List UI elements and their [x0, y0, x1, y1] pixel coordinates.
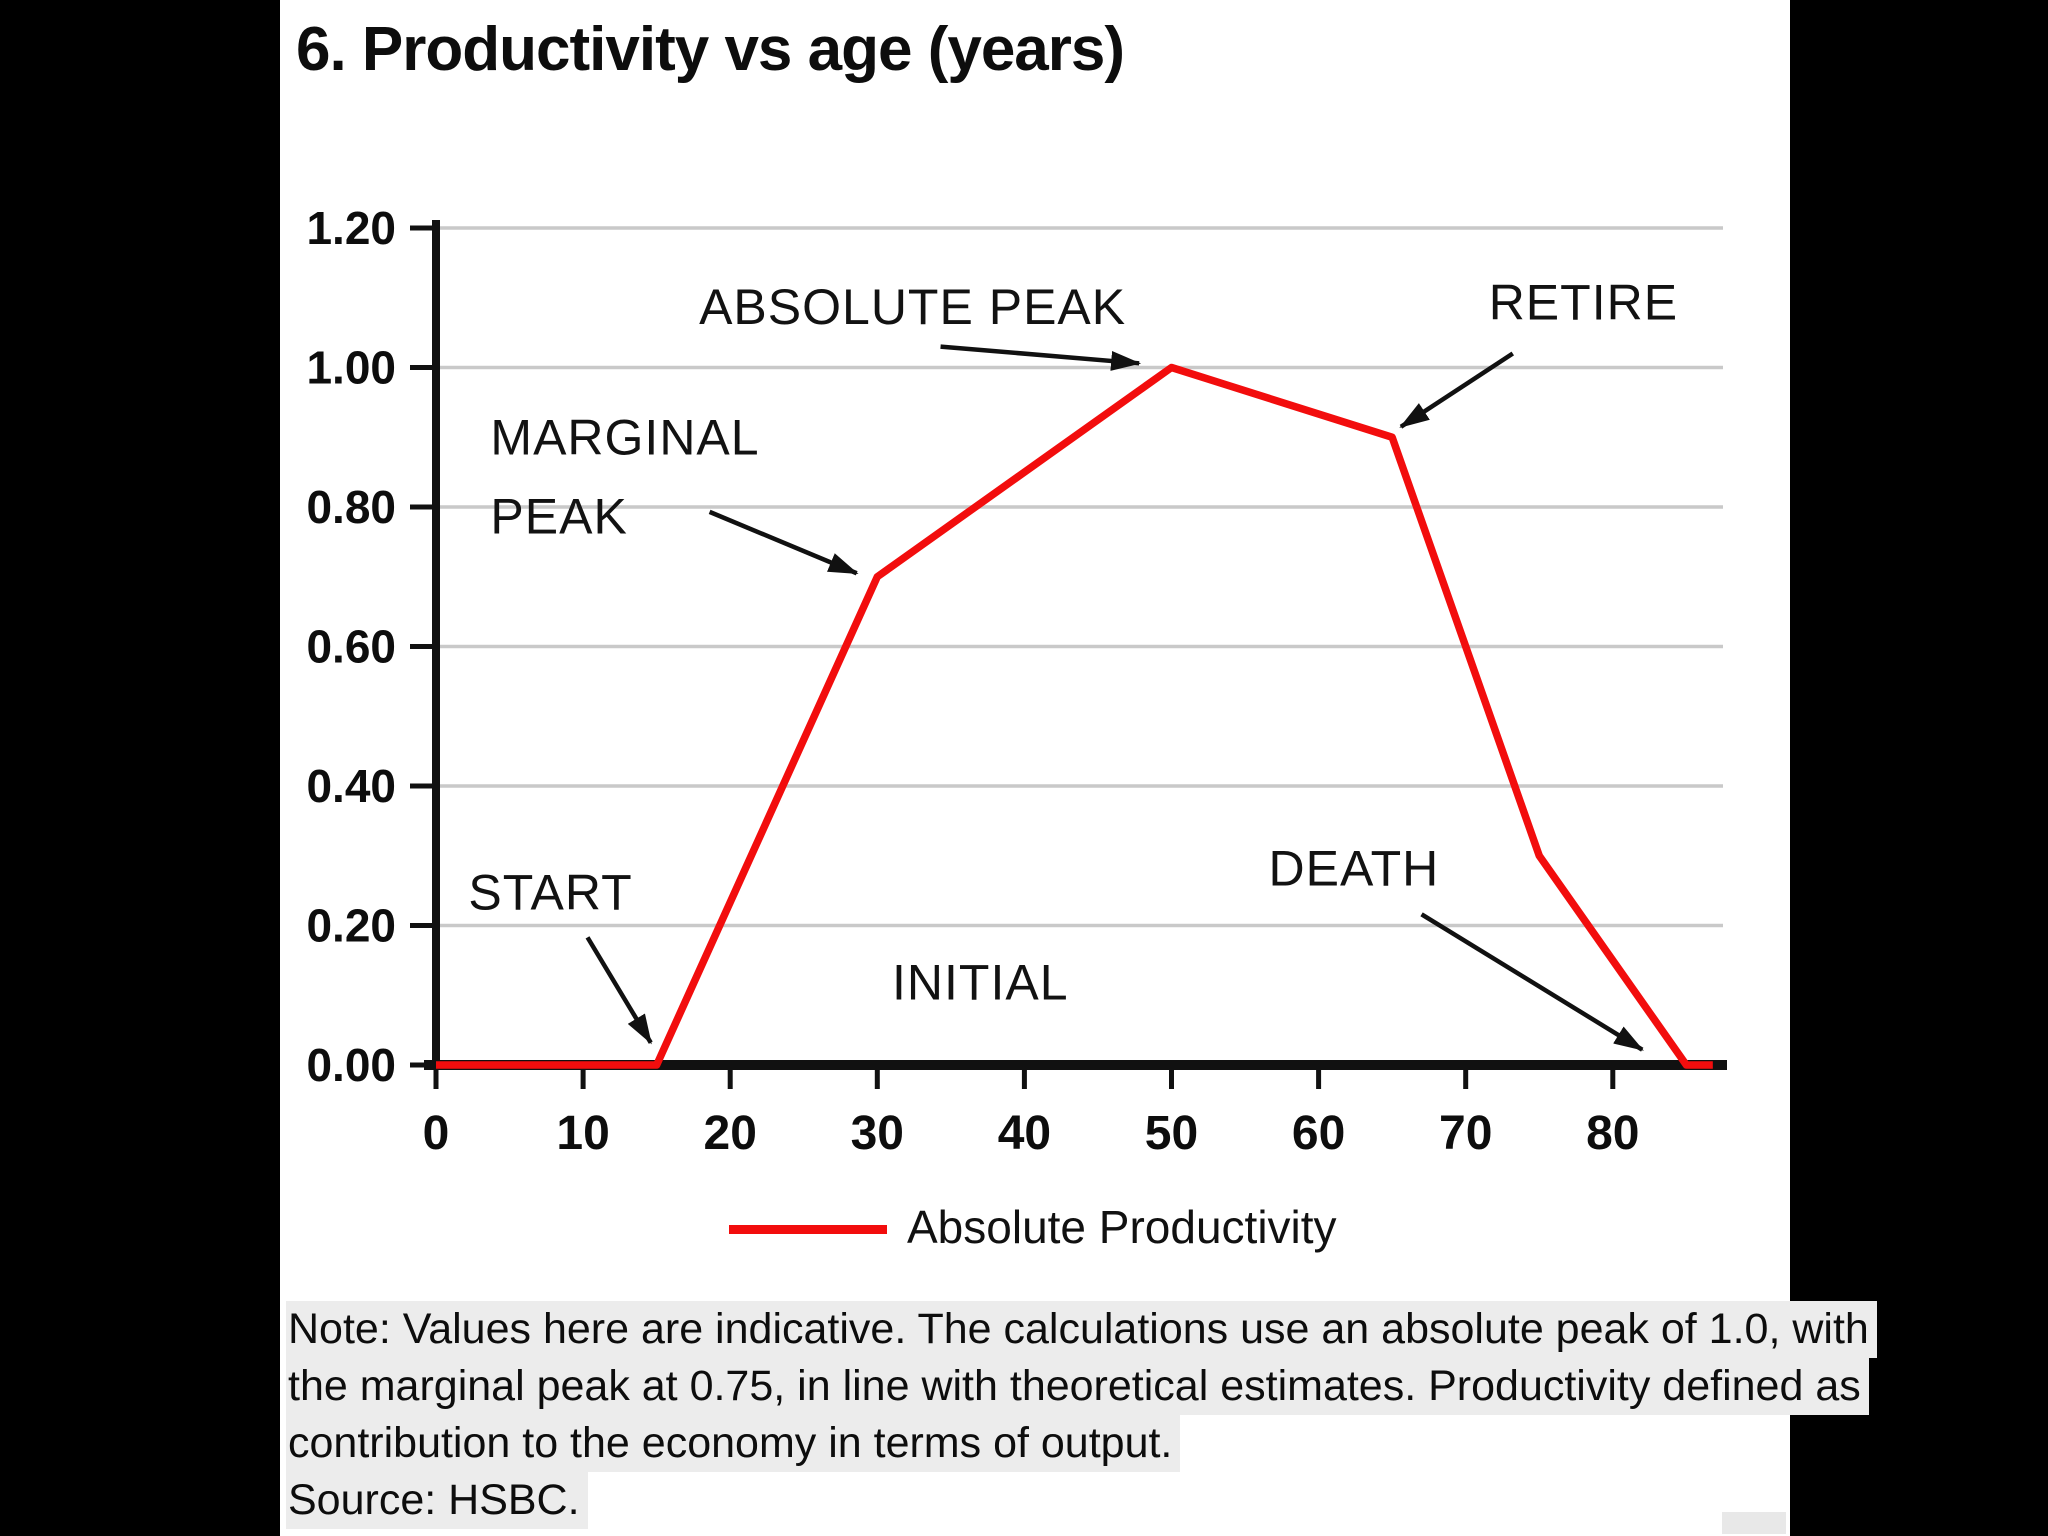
y-tick-label: 1.00 [306, 342, 396, 394]
y-tick-label: 0.00 [306, 1039, 396, 1091]
x-tick-label: 20 [704, 1107, 757, 1160]
y-tick-label: 0.20 [306, 900, 396, 952]
annotation-arrow-start [585, 936, 653, 1045]
y-tick-label: 0.60 [306, 621, 396, 673]
productivity-line [436, 363, 1713, 1069]
annotation-label-start: START [468, 865, 632, 921]
x-tick-label: 80 [1586, 1107, 1639, 1160]
annotation-label-absolute-peak: ABSOLUTE PEAK [699, 279, 1126, 335]
annotation-label-marginal-peak: MARGINAL [490, 409, 759, 465]
annotation-label-marginal-peak: PEAK [490, 488, 627, 544]
annotation-label-initial: INITIAL [892, 955, 1068, 1011]
footnote-line: Note: Values here are indicative. The ca… [286, 1301, 1877, 1358]
x-tick-label: 10 [556, 1107, 609, 1160]
annotation-arrow-absolute-peak [940, 344, 1142, 371]
footnote-source: Source: HSBC. [286, 1472, 588, 1529]
page-corner-artifact [1722, 1512, 1786, 1534]
annotation-arrow-marginal-peak [708, 509, 859, 576]
legend: Absolute Productivity [280, 1198, 1790, 1260]
footnote-line: contribution to the economy in terms of … [286, 1415, 1181, 1472]
x-tick-label: 30 [851, 1107, 904, 1160]
x-tick-label: 50 [1145, 1107, 1198, 1160]
footnote-block: Note: Values here are indicative. The ca… [286, 1301, 1877, 1529]
y-tick-label: 1.20 [306, 202, 396, 254]
x-tick-label: 0 [423, 1107, 450, 1160]
annotation-arrow-death [1420, 912, 1644, 1052]
annotation-label-death: DEATH [1269, 840, 1440, 896]
chart-title: 6. Productivity vs age (years) [296, 15, 1125, 84]
x-tick-label: 70 [1439, 1107, 1492, 1160]
chart-panel: 6. Productivity vs age (years) Absolute … [280, 0, 1877, 1536]
x-tick-label: 40 [998, 1107, 1051, 1160]
legend-label: Absolute Productivity [907, 1201, 1337, 1253]
x-tick-label: 60 [1292, 1107, 1345, 1160]
annotation-arrow-retire [1399, 351, 1515, 429]
y-tick-label: 0.40 [306, 760, 396, 812]
footnote-line: the marginal peak at 0.75, in line with … [286, 1358, 1869, 1415]
y-tick-label: 0.80 [306, 481, 396, 533]
legend-line-swatch [729, 1225, 887, 1234]
annotation-label-retire: RETIRE [1489, 275, 1678, 331]
